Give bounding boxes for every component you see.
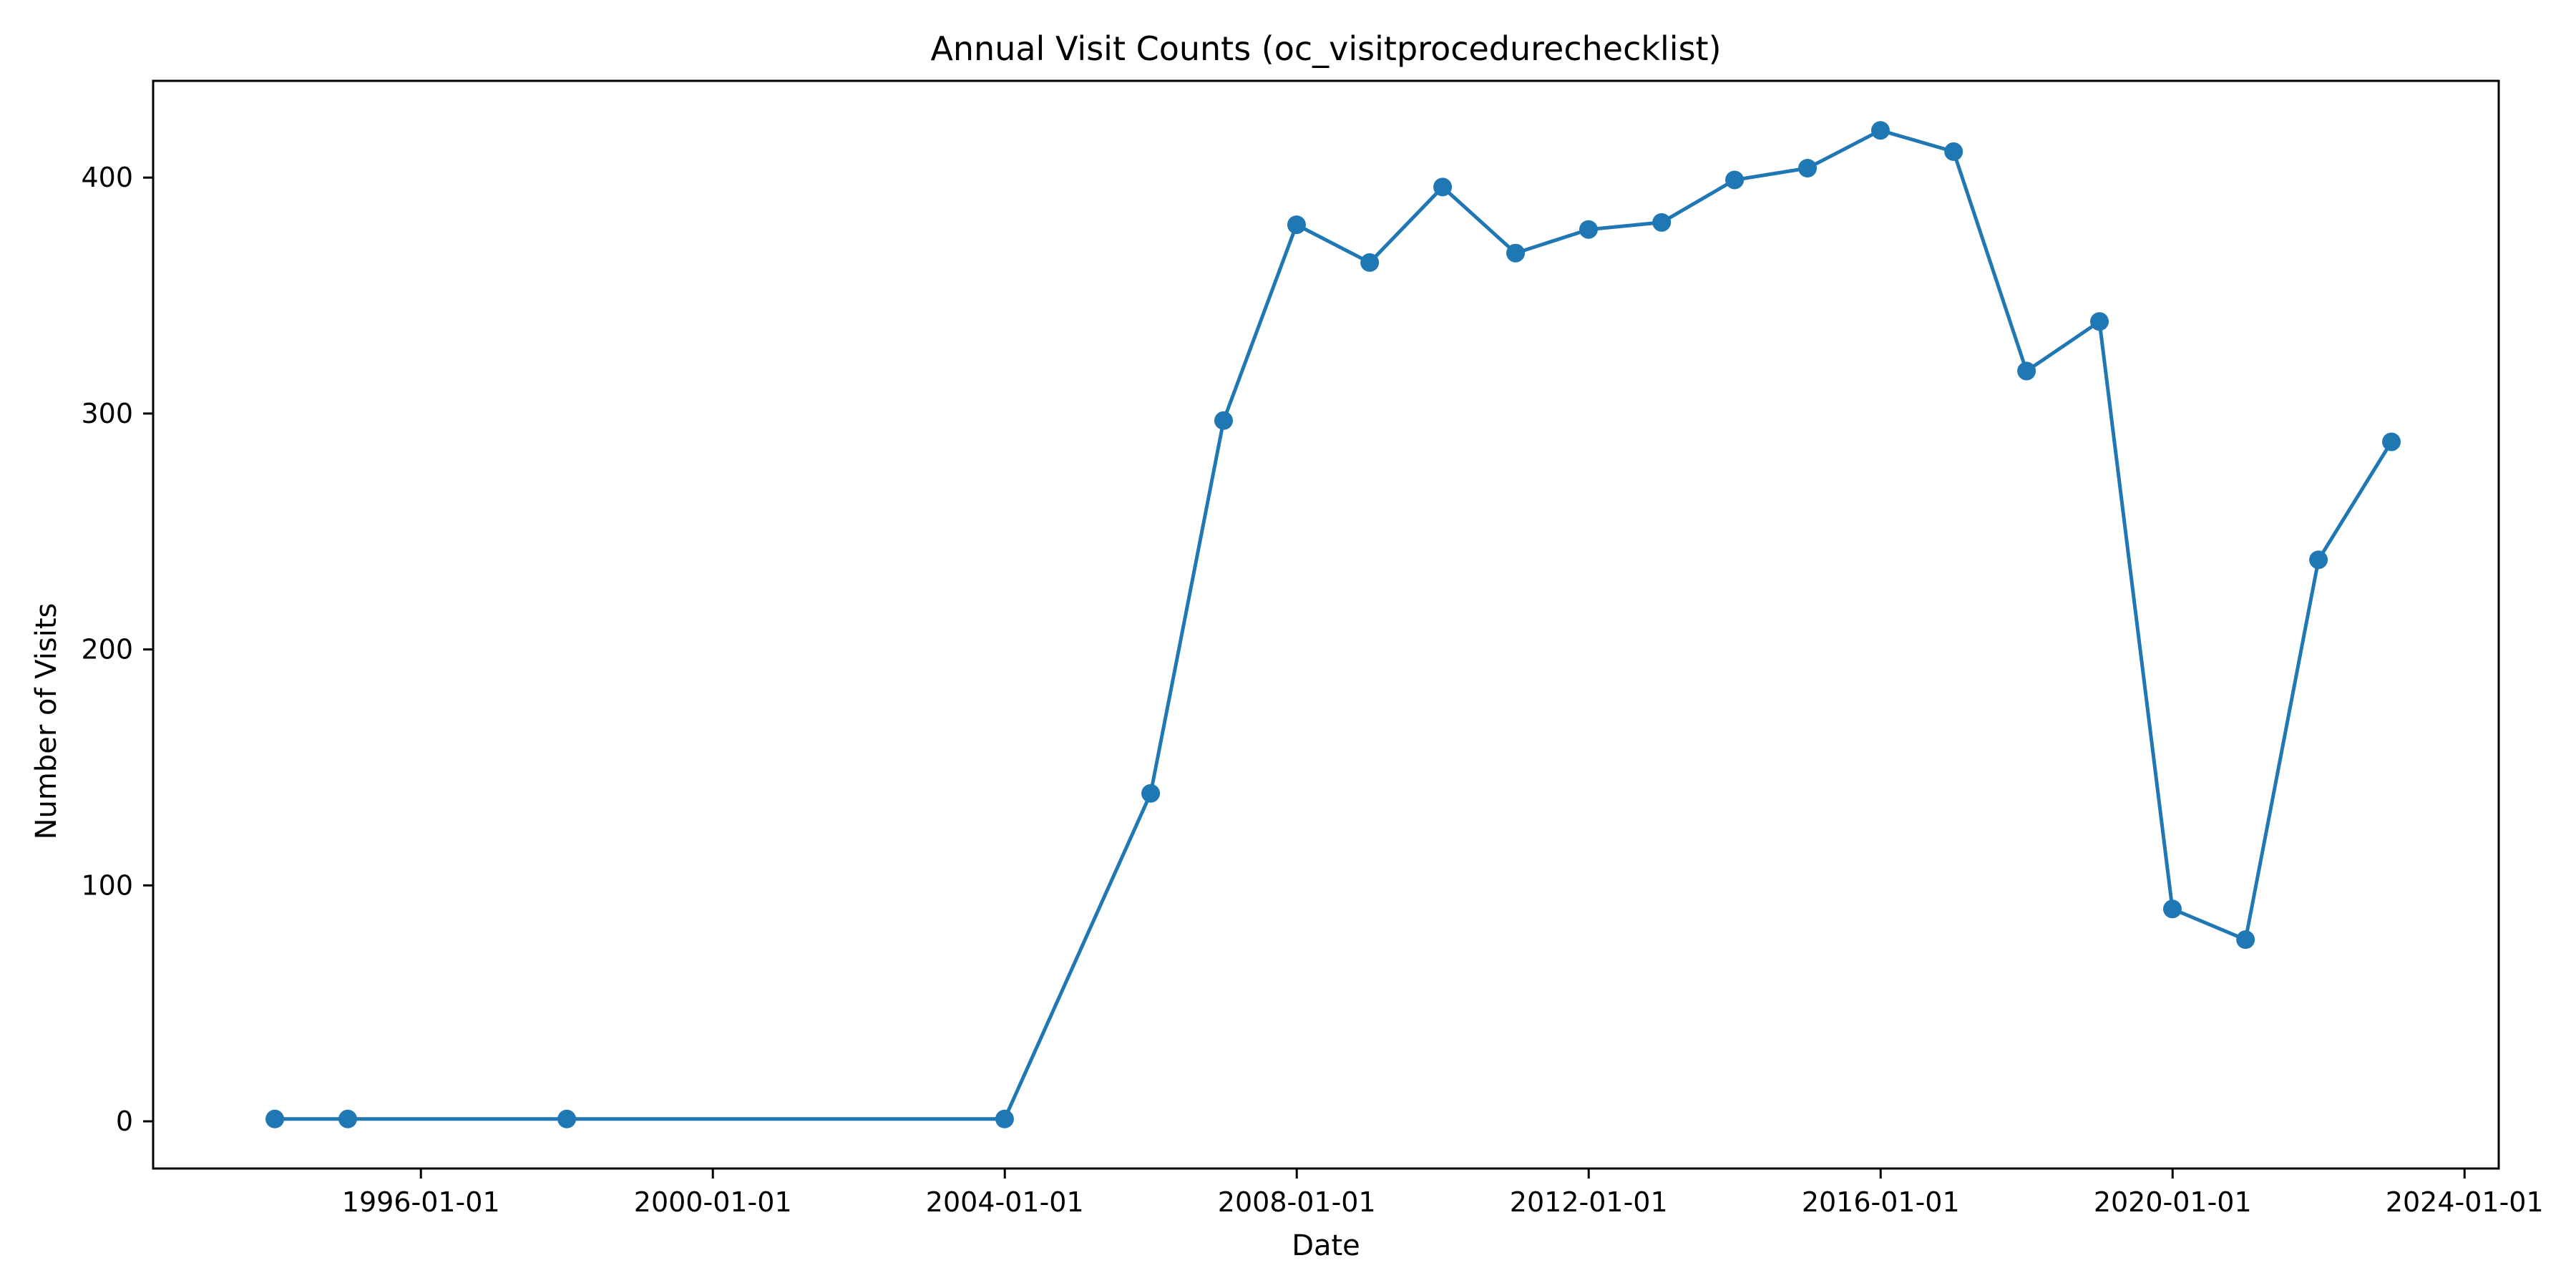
data-point (1725, 170, 1745, 190)
series-line (275, 128, 2394, 1121)
x-tick-label: 2020-01-01 (2094, 1186, 2252, 1218)
data-point (1360, 253, 1380, 272)
data-point (338, 1109, 358, 1128)
x-axis-label: Date (1292, 1229, 1360, 1262)
data-point (2236, 930, 2255, 950)
data-point (1870, 121, 1890, 140)
data-point (265, 1109, 285, 1128)
data-point (2309, 550, 2328, 570)
x-tick-label: 2024-01-01 (2386, 1186, 2544, 1218)
data-point (1506, 243, 1526, 263)
x-tick-label: 2000-01-01 (634, 1186, 792, 1218)
x-tick-label: 2004-01-01 (926, 1186, 1084, 1218)
data-point (1652, 213, 1672, 232)
data-point (1579, 220, 1598, 239)
plot-area (265, 121, 2401, 1128)
plot-frame (152, 79, 2500, 1170)
data-point (557, 1109, 577, 1128)
y-tick-label: 0 (116, 1106, 133, 1137)
y-tick-label: 200 (81, 634, 133, 665)
y-tick-label: 300 (81, 398, 133, 429)
y-axis-label: Number of Visits (30, 603, 63, 840)
data-point (2017, 361, 2036, 381)
y-tick-label: 400 (81, 162, 133, 193)
chart-title: Annual Visit Counts (oc_visitprocedurech… (930, 29, 1721, 68)
data-point (1433, 177, 1453, 197)
x-tick-label: 2008-01-01 (1218, 1186, 1376, 1218)
x-tick-label: 1996-01-01 (342, 1186, 500, 1218)
x-tick-label: 2016-01-01 (1802, 1186, 1960, 1218)
data-point (1798, 158, 1818, 177)
data-point (2162, 899, 2182, 919)
y-tick-label: 100 (81, 869, 133, 901)
data-point (2090, 312, 2109, 331)
data-point (1944, 142, 1963, 161)
data-point (2382, 432, 2401, 452)
data-point (995, 1109, 1014, 1128)
data-point (1141, 784, 1161, 803)
x-tick-label: 2012-01-01 (1510, 1186, 1668, 1218)
data-point (1214, 411, 1234, 430)
data-point (1287, 215, 1306, 235)
